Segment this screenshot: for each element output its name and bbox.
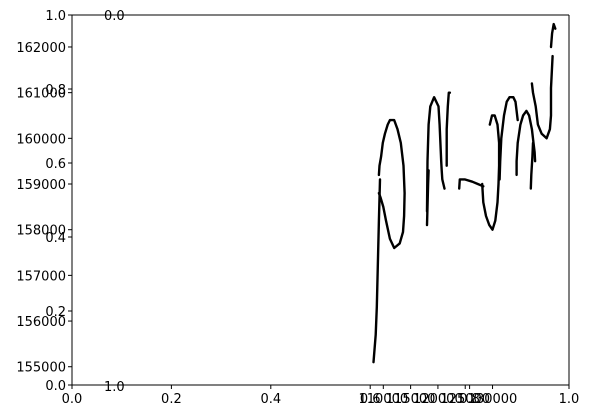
overlay-x-tick-label: 1.0 (559, 392, 580, 407)
tick-layer: 0.0 0.2 0.4 0.6 0.8 1.0 0.0 0.2 0.4 0.6 0.8 1.0 1100… (16, 9, 579, 407)
series-line-8 (498, 95, 519, 181)
series-line-1 (372, 178, 382, 364)
series-line-6 (458, 178, 485, 190)
overlay-y-tick-label: 0.8 (45, 83, 66, 98)
series-line-5 (445, 91, 452, 167)
y-tick-label: 158000 (16, 224, 66, 239)
y-tick-label: 161000 (16, 87, 66, 102)
series-line-12 (549, 22, 557, 49)
y-tick-label: 155000 (16, 361, 66, 376)
overlay-x-tick-label: 0.2 (161, 392, 182, 407)
series-line-3 (425, 95, 446, 213)
overlay-y-tick-label: 0.0 (45, 379, 66, 394)
overlay-x-tick-label: 0.8 (459, 392, 480, 407)
series-line-11 (530, 54, 554, 140)
y-tick-label: 156000 (16, 315, 66, 330)
overlay-y-tick-label: 0.4 (45, 231, 66, 246)
overlay-x-tick-label: 0.6 (360, 392, 381, 407)
x-tick-label: 125000 (440, 392, 490, 407)
overlay-x-tick-label: 0.4 (260, 392, 281, 407)
x-tick-label: 120000 (413, 392, 463, 407)
y-tick-label: 162000 (16, 41, 66, 56)
overlay-y-tick-label: 0.2 (45, 305, 66, 320)
y-tick-label: 160000 (16, 132, 66, 147)
inner-axis-bottom-label: 1.0 (104, 380, 125, 395)
overlay-y-tick-label: 0.6 (45, 157, 66, 172)
y-tick-label: 157000 (16, 269, 66, 284)
series-line-2 (377, 118, 406, 250)
x-tick-label: 130000 (468, 392, 518, 407)
plot-frame (71, 14, 570, 386)
series-line-7 (481, 114, 501, 231)
series-line-10 (529, 141, 535, 190)
x-tick-label: 110000 (358, 392, 408, 407)
overlay-x-tick-label: 0.0 (62, 392, 83, 407)
x-tick-label: 115000 (386, 392, 436, 407)
y-tick-label: 159000 (16, 178, 66, 193)
series-layer (372, 22, 557, 364)
inner-axis-top-label: 0.0 (104, 9, 125, 24)
overlay-y-tick-label: 1.0 (45, 9, 66, 24)
series-line-4 (425, 169, 430, 227)
